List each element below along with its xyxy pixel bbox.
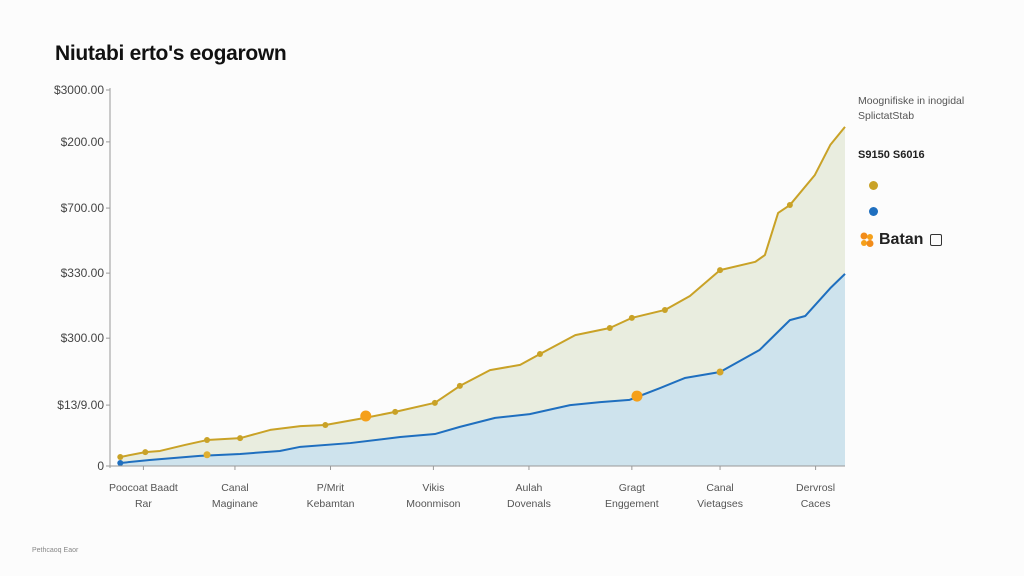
gold-data-point xyxy=(142,449,149,456)
x-tick-label-line2: Caces xyxy=(801,498,831,510)
y-tick-label: $3000.00 xyxy=(54,83,104,97)
x-tick-label-line1: P/Mrit xyxy=(317,482,344,494)
y-tick-label: $13/9.00 xyxy=(57,398,104,412)
highlight-marker xyxy=(360,410,372,422)
x-tick-label-line1: Vikis xyxy=(422,482,444,494)
gold-series-line xyxy=(120,126,846,458)
x-tick-label-line2: Enggement xyxy=(605,498,659,510)
gold-data-point xyxy=(606,325,613,332)
gold-data-point xyxy=(117,453,124,460)
brand-label: Batan xyxy=(879,231,924,248)
gold-data-point xyxy=(786,202,793,209)
highlight-marker xyxy=(631,390,643,402)
footer-note: Pethcaoq Eaor xyxy=(32,547,79,554)
gold-data-point xyxy=(536,350,543,357)
x-tick-label-line2: Moonmison xyxy=(406,498,460,510)
blue-data-point xyxy=(117,459,124,466)
x-tick-label-line1: Gragt xyxy=(619,482,645,494)
legend-subtitle-2: SplictatStab xyxy=(858,110,915,122)
legend-brand: Batan xyxy=(858,231,943,249)
gold-data-point xyxy=(431,399,438,406)
gold-data-point xyxy=(392,408,399,415)
x-tick-label-line2: Dovenals xyxy=(507,498,551,510)
x-tick-label-line2: Maginane xyxy=(212,498,258,510)
x-tick-label-line2: Vietagses xyxy=(697,498,743,510)
gold-data-point xyxy=(661,306,668,313)
legend-gold-dot xyxy=(869,181,878,190)
x-tick-label-line2: Kebamtan xyxy=(307,498,355,510)
gold-data-point xyxy=(456,382,463,389)
y-tick-label: $300.00 xyxy=(61,331,105,345)
x-tick-label-line1: Dervrosl xyxy=(796,482,835,494)
x-tick-label-line1: Aulah xyxy=(516,482,543,494)
gold-data-point xyxy=(322,422,329,429)
legend: Moognifiske in inogidal SplictatStab S91… xyxy=(858,94,964,161)
x-tick-label-line1: Canal xyxy=(221,482,248,494)
y-tick-label: 0 xyxy=(97,459,104,473)
x-tick-label-line2: Rar xyxy=(135,498,152,510)
y-tick-label: $200.00 xyxy=(61,135,105,149)
gold-series-area xyxy=(120,126,846,467)
blue-series-area xyxy=(120,273,846,466)
gold-data-point xyxy=(204,437,211,444)
y-tick-label: $330.00 xyxy=(61,266,105,280)
blue-series-line xyxy=(120,273,846,464)
legend-blue-dot xyxy=(869,207,878,216)
highlight-marker xyxy=(716,368,724,376)
chart-title: Niutabi erto's eogarown xyxy=(55,42,287,65)
gold-data-point xyxy=(717,267,724,274)
x-tick-label-line1: Poocoat Baadt xyxy=(109,482,178,494)
highlight-marker xyxy=(203,451,211,459)
checkbox-icon[interactable] xyxy=(930,234,943,246)
gold-data-point xyxy=(628,314,635,321)
y-tick-label: $700.00 xyxy=(61,201,105,215)
legend-value: S9150 S6016 xyxy=(858,149,925,161)
x-tick-label-line1: Canal xyxy=(706,482,733,494)
gold-data-point xyxy=(237,435,244,442)
legend-subtitle-1: Moognifiske in inogidal xyxy=(858,95,965,107)
orange-flower-icon xyxy=(860,232,874,247)
